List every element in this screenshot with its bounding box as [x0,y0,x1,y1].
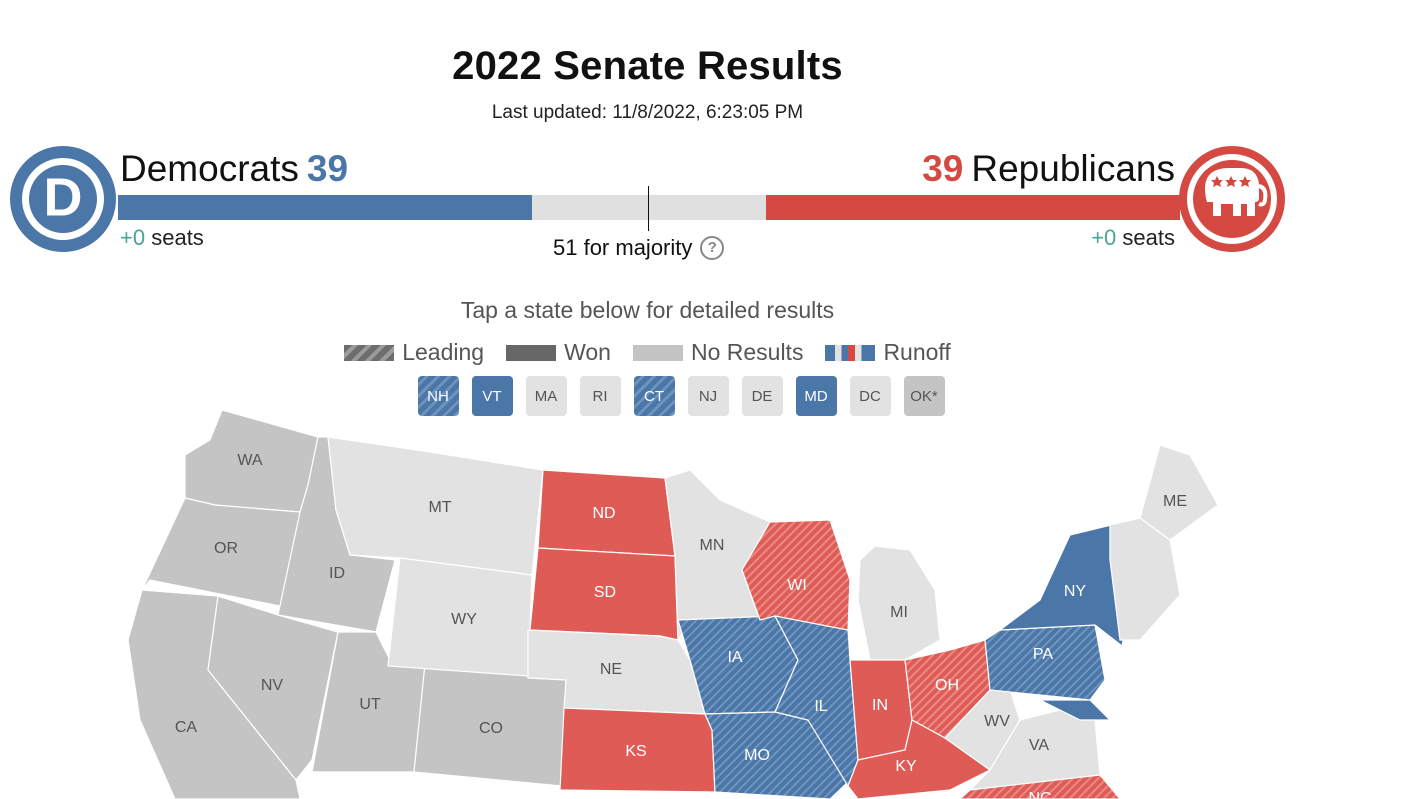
legend-label: Runoff [883,339,951,365]
legend-swatch-none [632,344,683,361]
rep-seat-change: +0 seats [1091,225,1175,251]
legend-label: Won [564,339,611,365]
legend-item-won: Won [506,339,611,366]
dem-seat-change: +0 seats [120,225,204,251]
legend: Leading Won No Results Runoff [0,339,1295,366]
question-icon[interactable]: ? [700,236,725,260]
state-button-dc[interactable]: DC [849,376,891,416]
state-wa[interactable] [184,409,319,513]
dem-header: Democrats 39 [120,148,348,190]
state-co[interactable] [413,663,567,787]
legend-swatch-runoff [825,344,876,361]
legend-item-none: No Results [632,339,804,366]
rep-seats-word: seats [1122,225,1175,250]
page-title: 2022 Senate Results [452,44,843,88]
state-nc[interactable] [959,774,1121,799]
majority-marker [648,186,649,231]
state-sd[interactable] [529,547,679,641]
state-wy[interactable] [387,557,533,677]
elephant-icon [1179,146,1285,252]
instructions: Tap a state below for detailed results [460,297,835,323]
rep-seat-bar [765,195,1180,220]
legend-label: No Results [690,339,804,365]
majority-label: 51 for majority ? [553,235,725,261]
state-nv[interactable] [207,595,339,781]
rep-header: 39 Republicans [922,148,1175,190]
rep-party-name: Republicans [971,148,1175,189]
legend-item-leading: Leading [344,339,484,366]
legend-item-runoff: Runoff [825,339,951,366]
legend-label: Leading [402,339,485,365]
dem-seat-count: 39 [306,148,349,189]
rep-seat-delta: +0 [1091,225,1117,250]
state-md-shape[interactable] [1039,699,1112,721]
state-button-nh[interactable]: NH [417,376,459,416]
us-map: WAORCAIDNVUTCOMTWYNDSDNEKSMNIAMOWIILMIIN… [127,409,1219,799]
state-button-ri[interactable]: RI [579,376,621,416]
state-button-vt[interactable]: VT [471,376,513,416]
state-button-ct[interactable]: CT [633,376,675,416]
legend-swatch-leading [344,344,395,361]
state-button-de[interactable]: DE [741,376,783,416]
state-pa[interactable] [984,624,1106,701]
state-button-md[interactable]: MD [795,376,837,416]
small-state-buttons: NH VT MA RI CT NJ DE MD DC OK* [0,376,1362,416]
rep-seat-count: 39 [922,148,964,189]
state-me[interactable] [1139,444,1219,541]
state-wv[interactable] [944,689,1021,771]
seat-balance-bar [118,195,1180,220]
democrat-logo-icon: D [10,146,116,252]
last-updated: Last updated: 11/8/2022, 6:23:05 PM [491,102,804,123]
legend-swatch-won [506,344,557,361]
state-button-nj[interactable]: NJ [687,376,729,416]
state-in[interactable] [849,659,913,761]
state-nd[interactable] [537,469,676,557]
dem-seats-word: seats [151,225,204,250]
state-new-england[interactable] [1109,517,1181,641]
state-mi[interactable] [857,545,941,661]
state-mt[interactable] [327,436,544,576]
dem-party-name: Democrats [120,148,299,189]
dem-seat-delta: +0 [120,225,146,250]
democrat-logo-letter: D [44,167,83,227]
majority-text: 51 for majority [553,235,693,260]
state-ks[interactable] [559,707,716,793]
state-button-ok[interactable]: OK* [903,376,945,416]
state-button-ma[interactable]: MA [525,376,567,416]
dem-seat-bar [118,195,533,220]
